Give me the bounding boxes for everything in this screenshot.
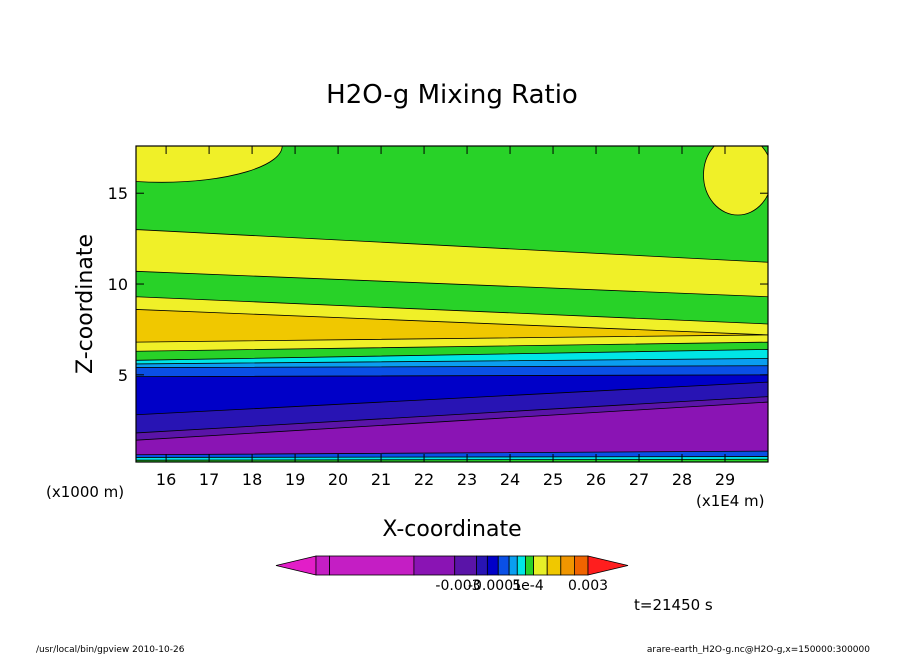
x-tick-label-20: 20: [328, 470, 348, 489]
contour-band-16: [136, 458, 768, 462]
colorbar-under-arrow: [275, 555, 317, 576]
colorbar-tick-label-3: 0.003: [568, 578, 608, 594]
x-axis: 16 17 18 19 20 21 22 23 24 25 26 27 28 29: [156, 146, 735, 489]
x-tick-label-17: 17: [199, 470, 219, 489]
x-tick-label-18: 18: [242, 470, 262, 489]
x-tick-label-19: 19: [285, 470, 305, 489]
colorbar-segment-0: [315, 555, 331, 576]
y-axis-label: Z-coordinate: [73, 234, 98, 374]
colorbar-segment-12: [560, 555, 575, 576]
footer-left: /usr/local/bin/gpview 2010-10-26: [36, 645, 185, 654]
colorbar: [275, 555, 629, 576]
colorbar-tick-label-1: -0.0001: [468, 578, 522, 594]
colorbar-tick-label-0: -0.003: [435, 578, 480, 594]
colorbar-segment-10: [533, 555, 548, 576]
x-unit-label: (x1E4 m): [696, 492, 765, 510]
contour-band-13: [136, 401, 768, 462]
contour-fills: [136, 146, 768, 462]
x-tick-label-26: 26: [586, 470, 606, 489]
colorbar-tick-label-2: 5e-4: [512, 578, 544, 594]
colorbar-segment-9: [525, 555, 535, 576]
colorbar-segment-6: [497, 555, 510, 576]
plot-frame: [135, 145, 769, 463]
colorbar-segment-8: [516, 555, 526, 576]
time-annotation: t=21450 s: [634, 596, 713, 614]
footer-right: arare-earth_H2O-g.nc@H2O-g,x=150000:3000…: [647, 645, 870, 654]
colorbar-segment-11: [546, 555, 562, 576]
y-tick-label-10: 10: [108, 275, 128, 294]
x-tick-label-28: 28: [672, 470, 692, 489]
x-tick-label-21: 21: [371, 470, 391, 489]
y-unit-label: (x1000 m): [46, 483, 124, 501]
colorbar-segment-1: [329, 555, 415, 576]
colorbar-segment-4: [476, 555, 488, 576]
colorbar-segment-2: [413, 555, 456, 576]
x-tick-label-16: 16: [156, 470, 176, 489]
colorbar-segment-7: [508, 555, 518, 576]
colorbar-segment-13: [574, 555, 589, 576]
chart-title: H2O-g Mixing Ratio: [326, 80, 578, 110]
x-tick-label-29: 29: [715, 470, 735, 489]
contour-blob-0: [136, 146, 283, 183]
plot-area: [135, 145, 769, 463]
x-tick-label-22: 22: [414, 470, 434, 489]
y-tick-label-5: 5: [118, 366, 128, 385]
colorbar-over-arrow: [587, 555, 629, 576]
y-axis: 5 10 15: [108, 184, 768, 385]
colorbar-segment-5: [486, 555, 499, 576]
y-tick-label-15: 15: [108, 184, 128, 203]
colorbar-segment-3: [454, 555, 477, 576]
x-tick-label-27: 27: [629, 470, 649, 489]
x-tick-label-25: 25: [543, 470, 563, 489]
x-tick-label-23: 23: [457, 470, 477, 489]
x-tick-label-24: 24: [500, 470, 520, 489]
x-axis-label: X-coordinate: [382, 517, 521, 542]
contour-blob-1: [703, 146, 768, 216]
